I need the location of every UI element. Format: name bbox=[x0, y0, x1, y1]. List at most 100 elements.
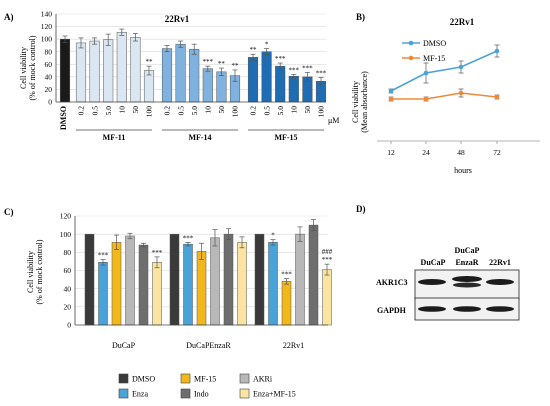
series-line bbox=[391, 92, 498, 100]
panel-a-ylabel-1: Cell viability bbox=[19, 47, 28, 89]
gapdh-band-22rv1 bbox=[486, 306, 514, 312]
panel-b-title: 22Rv1 bbox=[450, 17, 475, 27]
bar bbox=[111, 242, 122, 326]
x-tick-label: 50 bbox=[303, 106, 312, 114]
significance-mark: *** bbox=[289, 66, 300, 74]
legend-swatch bbox=[180, 373, 191, 384]
legend-dmso-marker bbox=[408, 40, 414, 46]
panel-c-bars: *** ****** ****###*** bbox=[84, 219, 333, 326]
group-label: DuCaP bbox=[112, 341, 136, 350]
x-tick-label: 0.5 bbox=[176, 106, 185, 116]
x-tick-label: 100 bbox=[145, 106, 154, 118]
group-label: 22Rv1 bbox=[283, 341, 304, 350]
bar bbox=[322, 269, 332, 326]
x-tick-label: 50 bbox=[131, 106, 140, 114]
legend-label: MF-15 bbox=[194, 375, 216, 384]
x-tick-label: 0.2 bbox=[249, 106, 258, 116]
akr1c3-band-22rv1 bbox=[486, 279, 514, 285]
bar bbox=[169, 233, 180, 326]
blot-label-akr1c3: AKR1C3 bbox=[376, 278, 408, 287]
panel-c-x-labels: DuCaP DuCaPEnzaR 22Rv1 bbox=[112, 341, 304, 350]
bar bbox=[268, 242, 278, 326]
significance-mark: *** bbox=[152, 249, 163, 257]
significance-mark: *** bbox=[316, 69, 327, 77]
bar bbox=[103, 39, 114, 103]
group-label: MF-15 bbox=[274, 133, 297, 142]
panel-c-letter: C) bbox=[4, 207, 14, 217]
significance-mark: *** bbox=[98, 252, 109, 260]
significance-mark: ** bbox=[250, 46, 258, 54]
bar bbox=[254, 233, 265, 326]
bar bbox=[130, 37, 141, 103]
panel-c: C) Cell viability (% of mock control) 0 2… bbox=[4, 207, 333, 399]
panel-c-ylabel-2: (% of mock control) bbox=[35, 239, 44, 304]
legend-mf15-marker bbox=[408, 55, 414, 61]
panel-b: B) 22Rv1 Cell viability (Mean absorbance… bbox=[351, 12, 540, 175]
y-tick-label: 60 bbox=[45, 60, 53, 69]
legend-label: DMSO bbox=[132, 375, 155, 384]
significance-mark: *** bbox=[275, 55, 286, 63]
x-tick-label: 100 bbox=[231, 106, 240, 118]
legend-label: Indo bbox=[194, 390, 209, 399]
group-label: DuCaPEnzaR bbox=[186, 341, 231, 350]
y-tick-label: 120 bbox=[41, 22, 53, 31]
significance-mark: * bbox=[265, 41, 269, 49]
legend-label: AKRi bbox=[253, 375, 273, 384]
data-point bbox=[423, 96, 429, 102]
bar bbox=[288, 75, 299, 103]
y-tick-label: 0 bbox=[48, 98, 52, 107]
panel-a-x-labels: 0.2 0.5 5.0 10 50 100 0.2 0.5 5.0 10 50 100 0.2 0.5 5.… bbox=[77, 106, 326, 118]
bar bbox=[202, 68, 213, 103]
data-point bbox=[458, 90, 464, 96]
panel-b-legend: DMSO MF-15 bbox=[402, 39, 446, 63]
significance-mark: *** bbox=[183, 234, 194, 242]
panel-a: A) 22Rv1 Cell viability (% of mock contr… bbox=[4, 10, 339, 142]
y-tick-label: 100 bbox=[60, 230, 72, 239]
panel-b-ylabel-2: (Mean absorbance) bbox=[360, 71, 369, 133]
data-point bbox=[388, 96, 394, 102]
x-tick-label: 24 bbox=[422, 148, 430, 157]
lane-label-enzar-top: DuCaP bbox=[455, 246, 480, 255]
panel-a-group-labels: MF-11 MF-14 MF-15 bbox=[76, 129, 324, 142]
panel-a-control-label: DMSO bbox=[59, 106, 68, 130]
lane-label-enzar-bottom: EnzaR bbox=[455, 258, 478, 267]
x-tick-label: 48 bbox=[457, 148, 465, 157]
bar bbox=[59, 38, 71, 103]
bar bbox=[189, 48, 200, 103]
x-tick-label: 10 bbox=[290, 106, 299, 114]
bar bbox=[196, 251, 207, 326]
y-tick-label: 20 bbox=[45, 85, 53, 94]
x-tick-label: 72 bbox=[493, 148, 501, 157]
bar bbox=[275, 65, 286, 103]
bar bbox=[89, 40, 100, 103]
legend-swatch bbox=[118, 373, 129, 384]
panel-b-ylabel-1: Cell viability bbox=[351, 81, 360, 123]
panel-b-letter: B) bbox=[356, 12, 365, 22]
data-point bbox=[494, 94, 500, 100]
legend-swatch bbox=[180, 388, 191, 399]
significance-mark: ** bbox=[218, 60, 226, 68]
bar bbox=[116, 31, 127, 103]
y-tick-label: 80 bbox=[45, 47, 53, 56]
akr1c3-band-enzar-lower bbox=[453, 282, 481, 288]
legend-label: Enza bbox=[132, 390, 148, 399]
x-tick-label: 12 bbox=[387, 148, 395, 157]
significance-mark: *** bbox=[281, 271, 292, 279]
bar bbox=[247, 57, 259, 103]
bar bbox=[237, 242, 247, 326]
significance-mark: *** bbox=[302, 64, 313, 72]
bar bbox=[138, 244, 149, 326]
bar bbox=[98, 262, 108, 326]
panel-b-x-ticks: 12 24 48 72 bbox=[387, 141, 501, 157]
x-tick-label: 5.0 bbox=[276, 106, 285, 116]
x-tick-label: 0.5 bbox=[90, 106, 99, 116]
significance-mark: ** bbox=[146, 58, 154, 66]
panel-d-letter: D) bbox=[356, 204, 366, 214]
bar bbox=[216, 71, 227, 103]
x-tick-label: 0.2 bbox=[163, 106, 172, 116]
y-tick-label: 100 bbox=[41, 35, 53, 44]
bar bbox=[295, 233, 305, 326]
legend-swatch bbox=[239, 373, 250, 384]
significance-mark: *** bbox=[203, 58, 214, 66]
legend-label: Enza+MF-15 bbox=[253, 390, 296, 399]
